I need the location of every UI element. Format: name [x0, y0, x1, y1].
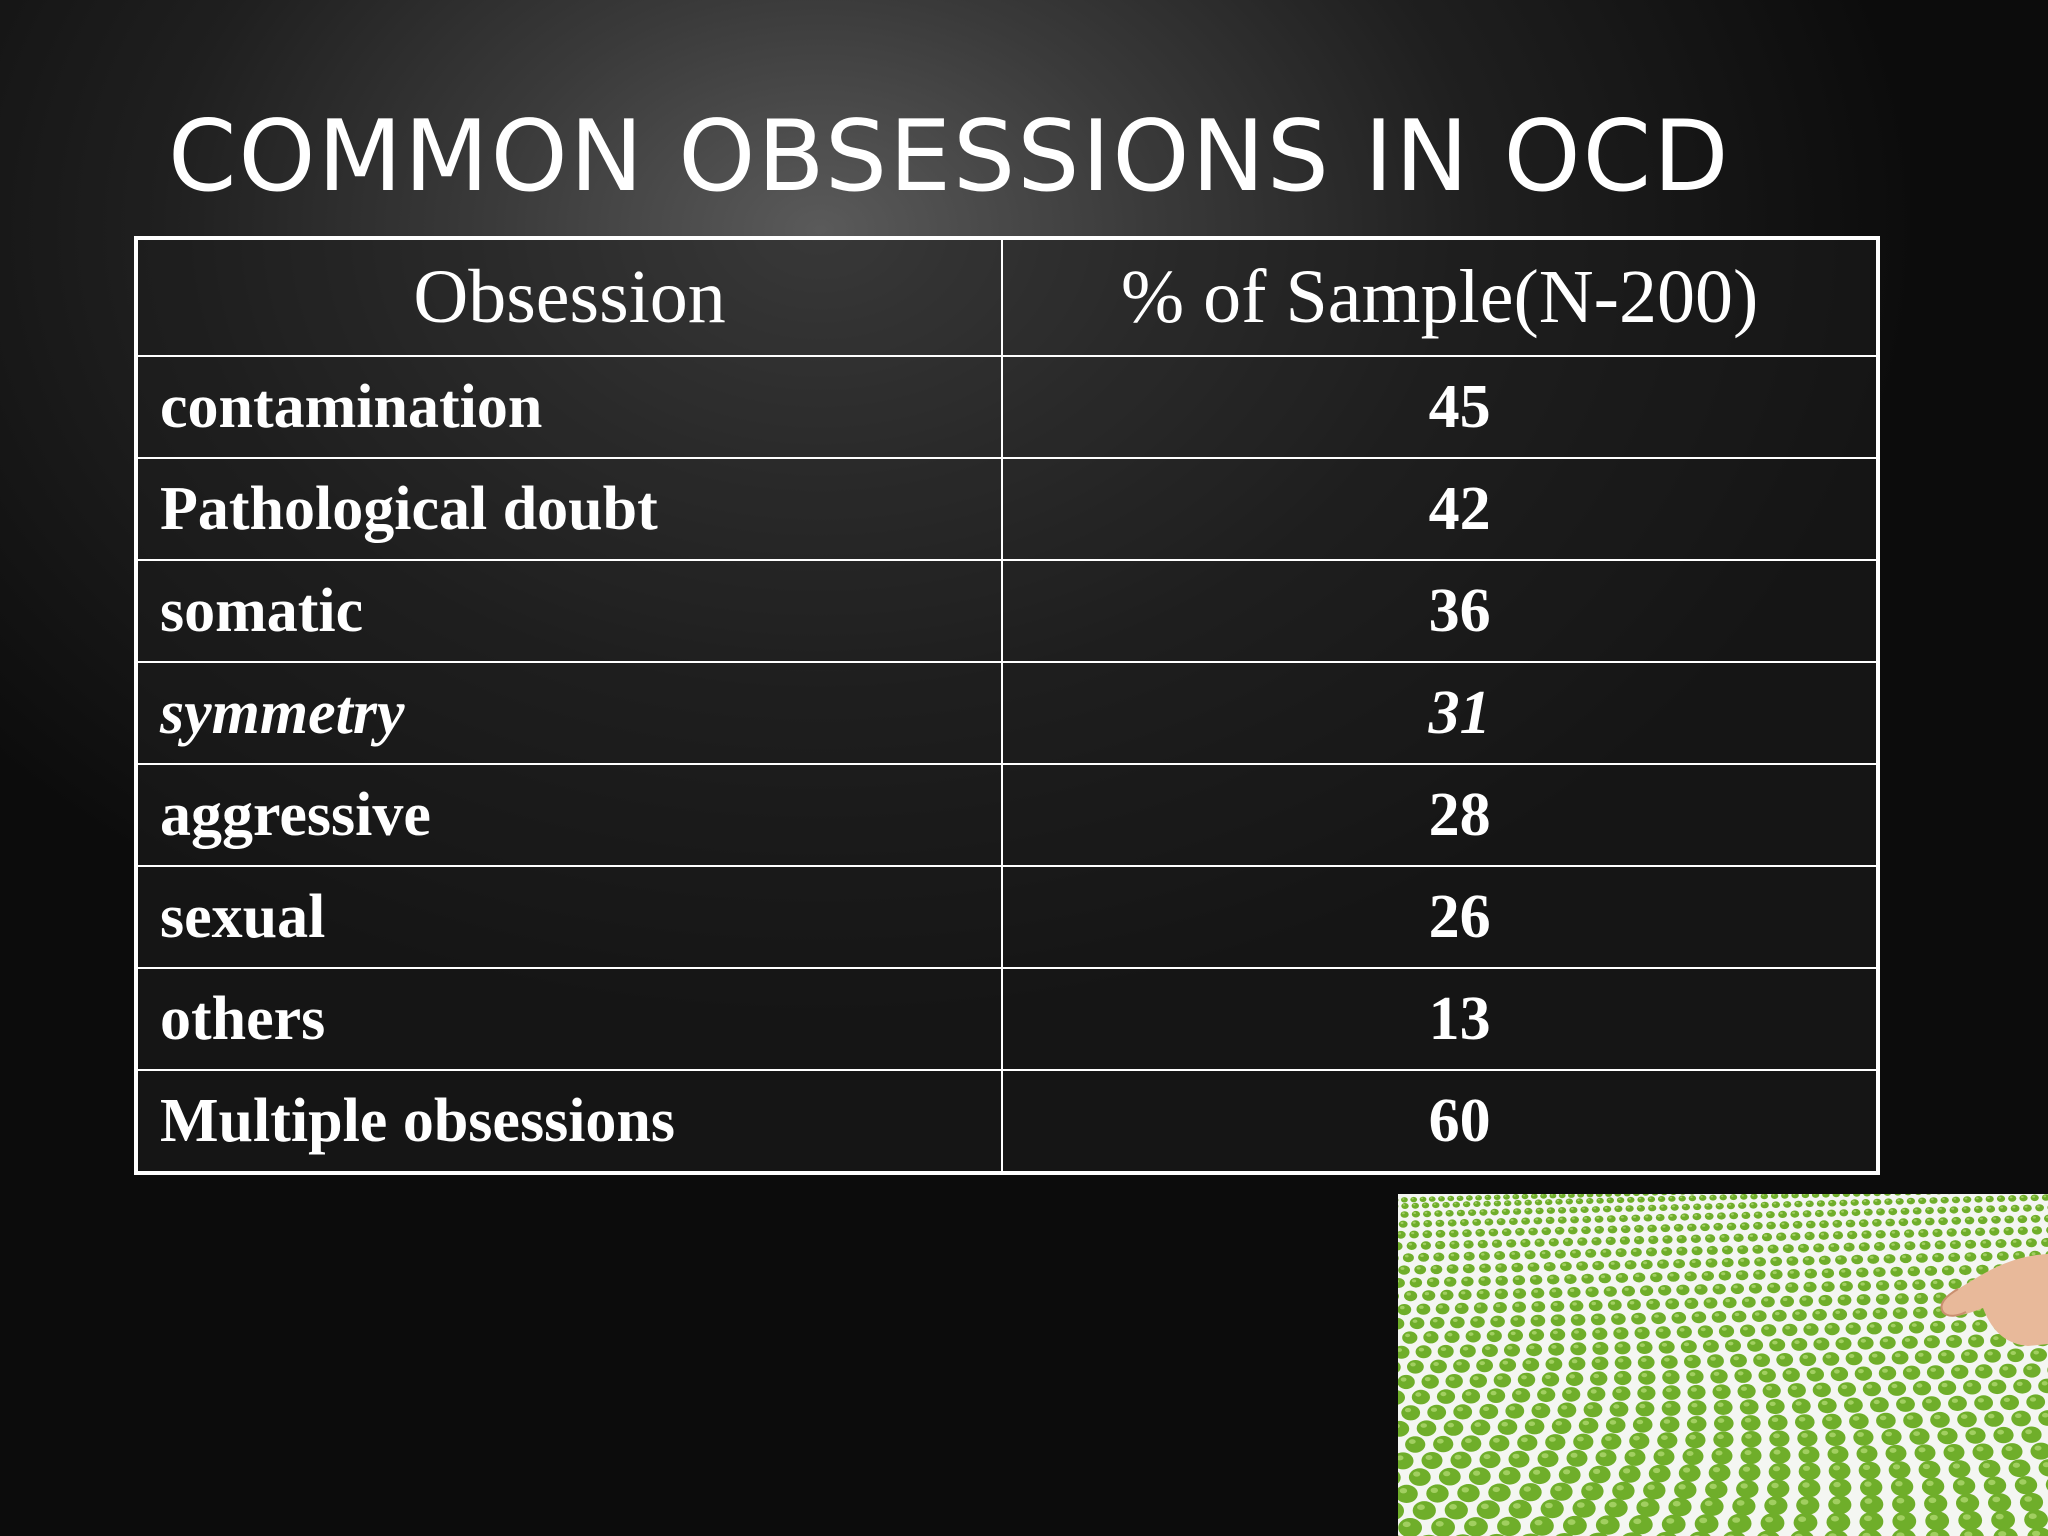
percent-cell: 31: [1001, 661, 1879, 765]
column-header-percent: % of Sample(N-200): [1001, 237, 1879, 357]
obsessions-table-container: Obsession % of Sample(N-200) contaminati…: [134, 236, 1880, 1175]
table-row: symmetry 31: [134, 661, 1879, 765]
table-header-row: Obsession % of Sample(N-200): [134, 237, 1879, 357]
percent-cell: 26: [1001, 865, 1879, 969]
percent-cell: 28: [1001, 763, 1879, 867]
obsession-cell: others: [134, 967, 1004, 1071]
obsession-cell: contamination: [134, 355, 1004, 459]
percent-cell: 45: [1001, 355, 1879, 459]
percent-cell: 42: [1001, 457, 1879, 561]
table-row: sexual 26: [134, 865, 1879, 969]
obsession-cell: aggressive: [134, 763, 1004, 867]
obsession-cell: sexual: [134, 865, 1004, 969]
percent-cell: 13: [1001, 967, 1879, 1071]
slide-title: COMMON OBSESSIONS IN OCD: [168, 100, 1731, 214]
table-row: Pathological doubt 42: [134, 457, 1879, 561]
table-row: aggressive 28: [134, 763, 1879, 867]
column-header-obsession: Obsession: [134, 237, 1004, 357]
table-row: somatic 36: [134, 559, 1879, 663]
table-row: others 13: [134, 967, 1879, 1071]
obsession-cell: symmetry: [134, 661, 1004, 765]
percent-cell: 60: [1001, 1069, 1879, 1174]
obsession-cell: Multiple obsessions: [134, 1069, 1004, 1174]
hand-icon: [1940, 1254, 2048, 1346]
peas-in-rows-photo-icon: [1398, 1194, 2048, 1536]
table-row: contamination 45: [134, 355, 1879, 459]
percent-cell: 36: [1001, 559, 1879, 663]
obsessions-table: Obsession % of Sample(N-200) contaminati…: [134, 236, 1880, 1175]
table-row: Multiple obsessions 60: [134, 1069, 1879, 1174]
obsession-cell: somatic: [134, 559, 1004, 663]
obsession-cell: Pathological doubt: [134, 457, 1004, 561]
peas-photo: [1398, 1194, 2048, 1536]
